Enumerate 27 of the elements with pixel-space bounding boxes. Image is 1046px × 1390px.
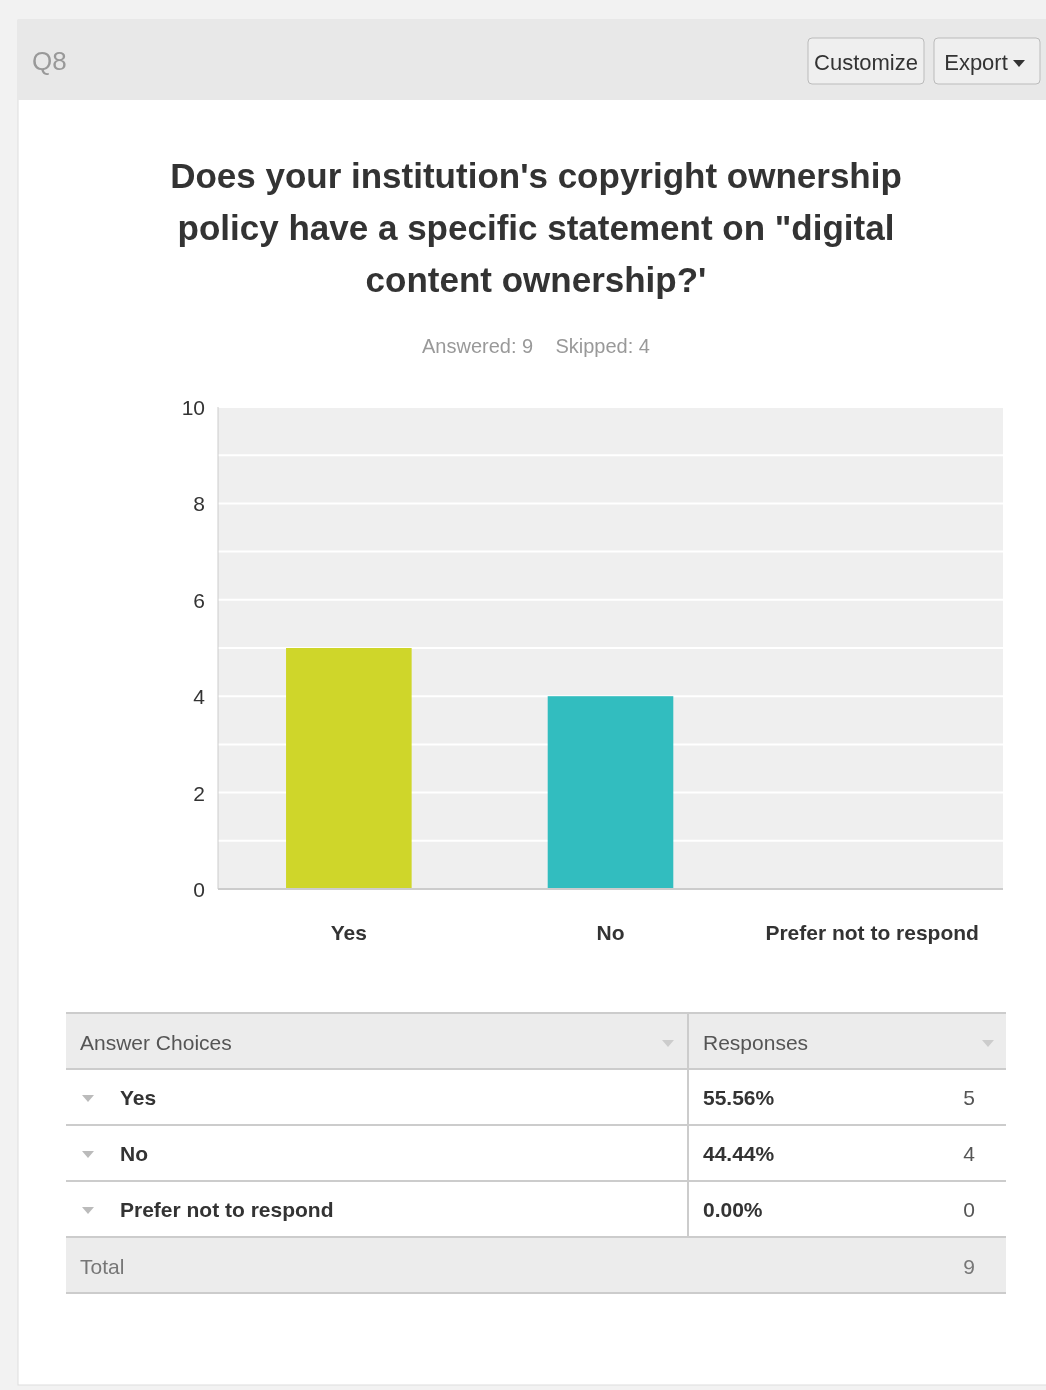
text: 0	[963, 1198, 975, 1221]
text: 0.00%	[703, 1198, 763, 1221]
x-tick-label: Prefer not to respond	[765, 921, 979, 944]
text: 55.56%	[703, 1086, 775, 1109]
chart-title: Does your institution's copyright ownership policy have a specific statement on "digital content ownership?'	[170, 156, 902, 299]
y-tick-label: 2	[193, 781, 205, 805]
text: 4	[963, 1142, 976, 1165]
x-tick-label: No	[596, 921, 625, 944]
text: 5	[963, 1086, 975, 1109]
text: Total	[80, 1255, 125, 1278]
y-tick-label: 8	[193, 492, 205, 516]
y-tick-label: 0	[193, 878, 205, 901]
x-tick-label: Yes	[330, 921, 367, 944]
chart-subtitle: Answered: 9 Skipped: 4	[422, 335, 650, 357]
text: Answer Choices	[80, 1031, 232, 1054]
text: Responses	[703, 1031, 809, 1054]
category-label: No	[120, 1142, 148, 1165]
text: 9	[963, 1255, 975, 1278]
y-tick-label: 6	[193, 588, 205, 612]
text: 44.44%	[703, 1142, 775, 1165]
text: Export	[944, 50, 1008, 75]
category-label: Yes	[120, 1086, 157, 1109]
category-label: Prefer not to respond	[120, 1198, 334, 1221]
y-tick-label: 4	[193, 685, 206, 709]
text: Q8	[32, 46, 67, 76]
text: Customize	[814, 50, 918, 75]
y-tick-label: 10	[181, 396, 205, 419]
